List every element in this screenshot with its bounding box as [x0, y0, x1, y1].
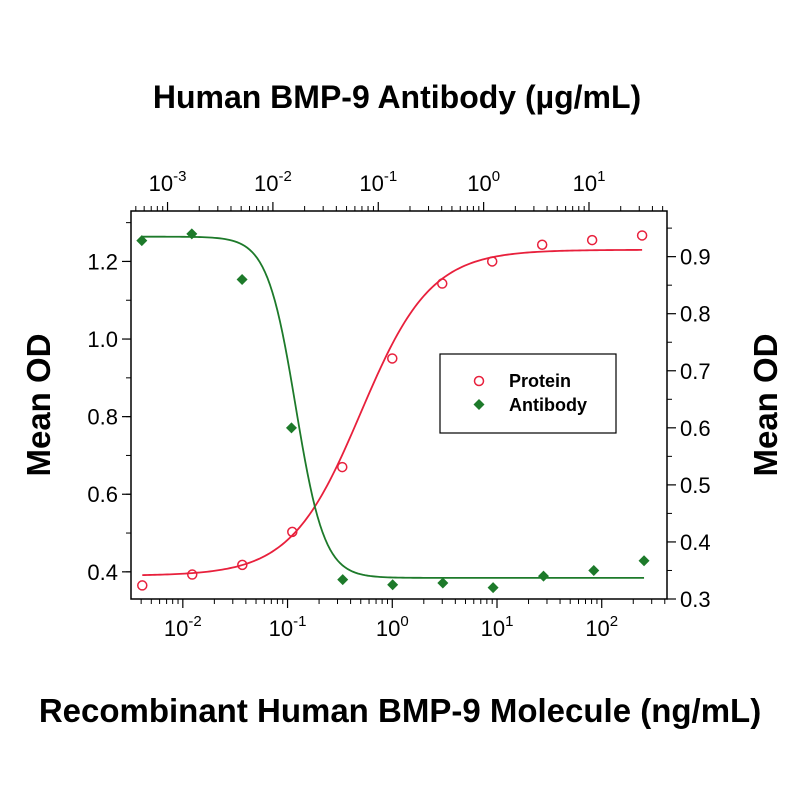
data-point-antibody	[186, 228, 198, 240]
data-point-protein	[387, 353, 398, 364]
x-top-tick-label: 10-3	[149, 168, 187, 196]
fit-curve-protein	[142, 249, 643, 576]
y-right-tick-label: 0.8	[680, 302, 711, 327]
y-axis-right-title: Mean OD	[747, 333, 784, 476]
plot-frame	[130, 210, 668, 600]
data-point-antibody	[437, 577, 449, 589]
x-bottom-tick-label: 100	[376, 613, 409, 641]
data-point-antibody	[337, 574, 349, 586]
legend-marker-antibody	[473, 399, 485, 410]
x-bottom-tick-label: 10-2	[164, 613, 202, 641]
y-left-tick-label: 0.4	[87, 560, 118, 585]
data-point-protein	[137, 580, 148, 591]
x-top-tick-label: 100	[467, 168, 500, 196]
y-right-tick-label: 0.6	[680, 416, 711, 441]
y-axis-left-title: Mean OD	[20, 333, 57, 476]
data-point-protein	[586, 234, 598, 246]
data-point-protein	[186, 569, 198, 580]
legend-box	[439, 353, 617, 434]
y-right-tick-label: 0.9	[680, 245, 711, 270]
data-point-antibody	[387, 579, 399, 591]
data-point-protein	[636, 230, 648, 241]
data-point-protein	[536, 239, 548, 251]
data-point-antibody	[285, 422, 297, 434]
data-point-antibody	[638, 555, 650, 567]
data-point-protein	[287, 526, 298, 538]
data-point-protein	[436, 278, 448, 289]
legend-label-antibody: Antibody	[509, 395, 587, 415]
data-point-antibody	[537, 570, 549, 582]
y-left-tick-label: 1.0	[87, 327, 118, 352]
data-point-antibody	[588, 564, 600, 576]
data-point-protein	[486, 256, 498, 267]
y-right-tick-label: 0.7	[680, 359, 711, 384]
y-left-tick-label: 0.8	[87, 405, 118, 430]
legend: Protein Antibody	[439, 353, 617, 434]
x-axis-title: Recombinant Human BMP-9 Molecule (ng/mL)	[39, 692, 761, 729]
x-bottom-tick-label: 10-1	[269, 613, 307, 641]
y-left-tick-label: 0.6	[87, 482, 118, 507]
y-right-tick-label: 0.5	[680, 473, 711, 498]
legend-label-protein: Protein	[509, 371, 571, 391]
y-left-tick-label: 1.2	[87, 249, 118, 274]
data-points	[136, 228, 650, 594]
x-bottom-tick-label: 101	[481, 613, 514, 641]
y-right-tick-label: 0.3	[680, 587, 711, 612]
data-point-antibody	[136, 235, 148, 247]
x-top-tick-label: 101	[573, 168, 606, 196]
y-right-tick-label: 0.4	[680, 530, 711, 555]
data-point-protein	[237, 559, 248, 571]
data-point-protein	[337, 461, 348, 473]
chart-title: Human BMP-9 Antibody (µg/mL)	[153, 79, 641, 115]
fit-curve-antibody	[141, 235, 645, 579]
x-top-tick-label: 10-1	[359, 168, 397, 196]
x-top-tick-label: 10-2	[254, 168, 292, 196]
data-point-antibody	[487, 582, 499, 594]
x-bottom-tick-label: 102	[585, 613, 618, 641]
axes: 10-2 10-1 100 101 102 10-3 10-2 10-1 100 101 0.4 0.…	[87, 168, 710, 641]
fit-curves	[141, 235, 645, 579]
data-point-antibody	[236, 273, 248, 285]
legend-marker-protein	[473, 375, 485, 387]
